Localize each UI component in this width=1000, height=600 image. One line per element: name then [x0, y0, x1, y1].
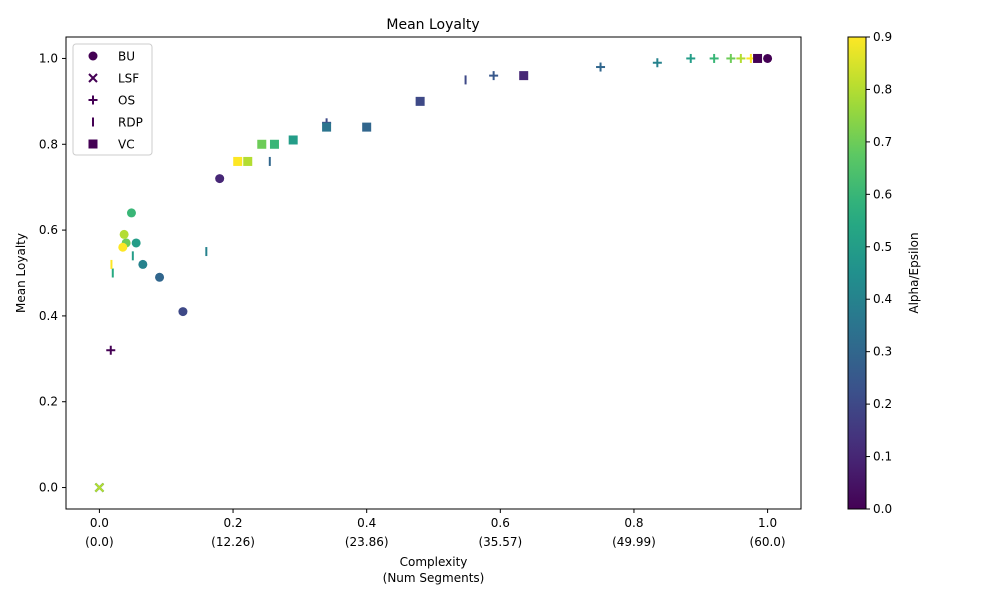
data-point-bu: [131, 238, 141, 248]
y-tick-label: 0.0: [39, 481, 58, 495]
data-point-vc: [753, 53, 763, 63]
data-point-os: [686, 53, 696, 63]
data-point-vc: [243, 156, 253, 166]
x-tick-label: 0.8: [624, 516, 643, 530]
data-point-vc: [233, 156, 243, 166]
data-point-bu: [178, 307, 188, 317]
data-point-os: [736, 53, 746, 63]
colorbar-tick-label: 0.0: [873, 502, 892, 516]
y-tick-label: 0.4: [39, 309, 58, 323]
data-point-os: [652, 58, 662, 68]
legend-marker-os: [88, 95, 98, 105]
colorbar-tick-label: 0.4: [873, 292, 892, 306]
legend: BU LSF OS RDP VC: [72, 43, 153, 156]
colorbar-tick-label: 0.9: [873, 30, 892, 44]
data-point-vc: [322, 122, 332, 132]
legend-label-vc: VC: [118, 138, 135, 152]
x-tick-sublabel: (49.99): [612, 535, 656, 549]
data-point-os: [489, 71, 499, 81]
data-point-vc: [269, 139, 279, 149]
x-tick-sublabel: (60.0): [750, 535, 786, 549]
colorbar: 0.0 0.1 0.2 0.3 0.4 0.5 0.6 0.7 0.8 0.9 Alpha/Epsi…: [847, 30, 921, 516]
colorbar-tick-label: 0.3: [873, 345, 892, 359]
x-tick-label: 0.0: [90, 516, 109, 530]
y-tick-label: 0.2: [39, 395, 58, 409]
data-point-bu: [126, 208, 136, 218]
x-tick-sublabel: (35.57): [478, 535, 522, 549]
colorbar-label: Alpha/Epsilon: [907, 232, 921, 313]
data-point-bu: [119, 229, 129, 239]
data-point-vc: [362, 122, 372, 132]
x-tick-label: 0.2: [223, 516, 242, 530]
data-point-vc: [288, 135, 298, 145]
colorbar-tick-label: 0.5: [873, 240, 892, 254]
y-axis-label: Mean Loyalty: [14, 233, 28, 313]
data-point-bu: [118, 242, 128, 252]
data-point-os: [709, 53, 719, 63]
data-point-vc: [519, 71, 529, 81]
data-point-bu: [763, 53, 773, 63]
data-point-vc: [415, 96, 425, 106]
colorbar-tick-label: 0.7: [873, 135, 892, 149]
x-tick-label: 0.4: [357, 516, 376, 530]
x-tick-label: 0.6: [491, 516, 510, 530]
data-point-os: [726, 53, 736, 63]
legend-label-os: OS: [118, 94, 135, 108]
legend-box: [72, 43, 153, 156]
y-tick-label: 1.0: [39, 51, 58, 65]
colorbar-tick-label: 0.8: [873, 82, 892, 96]
legend-label-lsf: LSF: [118, 72, 139, 86]
legend-label-bu: BU: [118, 50, 135, 64]
data-point-bu: [155, 272, 165, 282]
x-tick-sublabel: (0.0): [85, 535, 113, 549]
legend-marker-vc: [88, 139, 98, 149]
plot-area: 0.0 (0.0) 0.2 (12.26) 0.4 (23.86) 0.6 (35.57) 0.…: [14, 36, 802, 585]
x-tick-sublabel: (12.26): [211, 535, 255, 549]
legend-label-rdp: RDP: [118, 116, 143, 130]
data-point-os: [106, 345, 116, 355]
chart-title: Mean Loyalty: [386, 17, 479, 33]
axes-frame: [65, 36, 802, 510]
x-tick-label: 1.0: [758, 516, 777, 530]
x-axis-label-units: (Num Segments): [383, 571, 485, 585]
colorbar-gradient: [847, 36, 867, 510]
data-point-os: [596, 62, 606, 72]
y-tick-label: 0.6: [39, 223, 58, 237]
x-axis-label: Complexity: [400, 555, 468, 569]
colorbar-tick-label: 0.1: [873, 450, 892, 464]
x-tick-sublabel: (23.86): [345, 535, 389, 549]
data-point-lsf: [94, 482, 105, 493]
data-point-vc: [257, 139, 267, 149]
colorbar-tick-label: 0.2: [873, 397, 892, 411]
y-tick-label: 0.8: [39, 137, 58, 151]
legend-marker-bu: [88, 51, 98, 61]
legend-marker-lsf: [88, 73, 98, 83]
data-point-bu: [215, 174, 225, 184]
data-point-bu: [138, 259, 148, 269]
colorbar-tick-label: 0.6: [873, 187, 892, 201]
